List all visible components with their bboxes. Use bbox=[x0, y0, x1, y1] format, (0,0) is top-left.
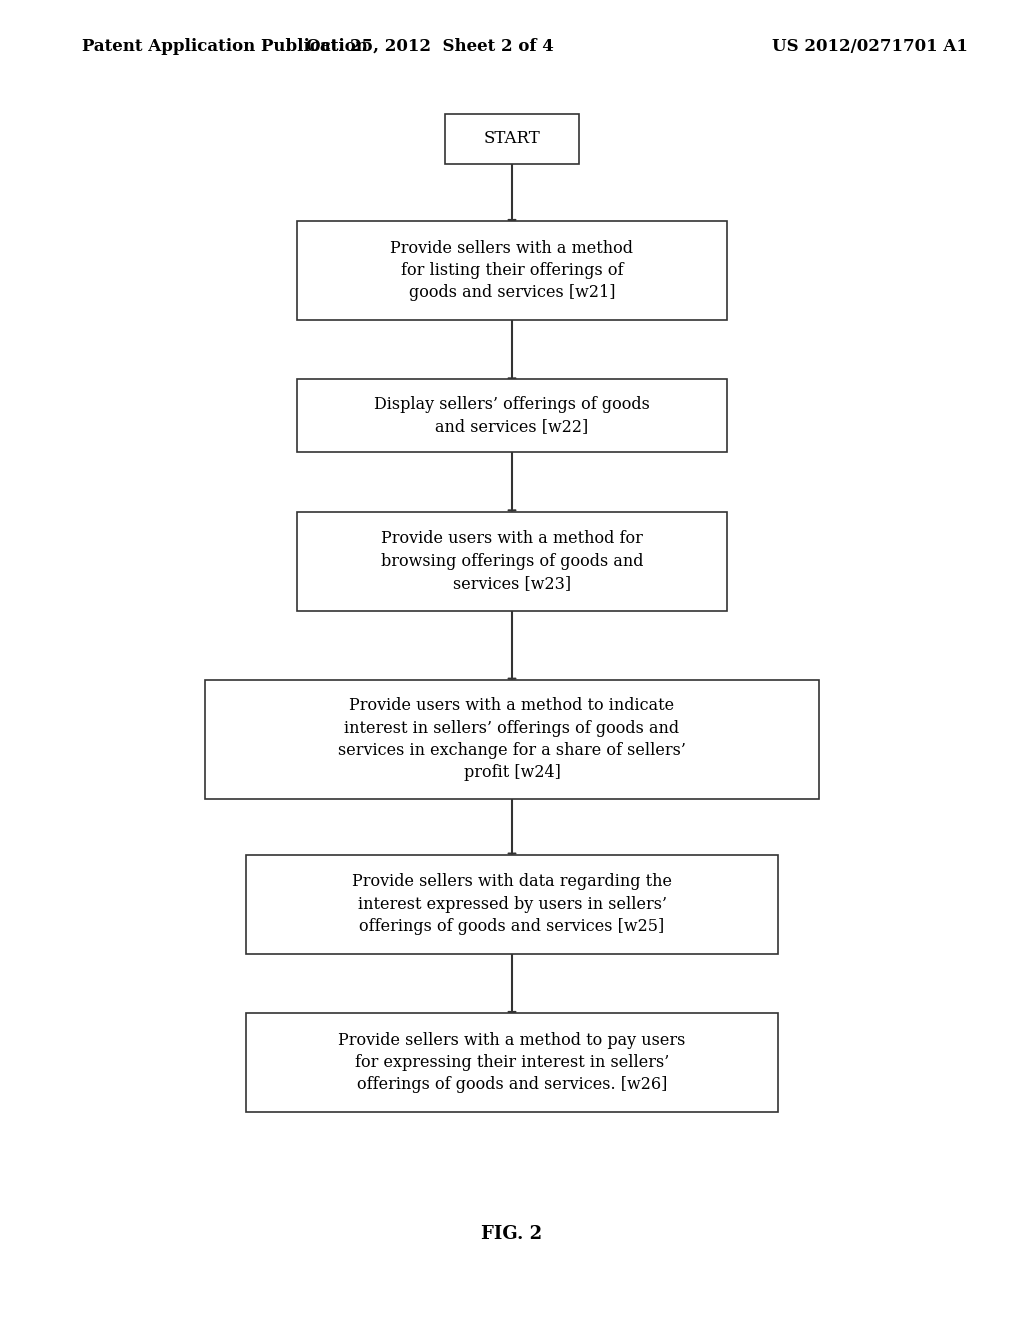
Text: Provide sellers with data regarding the
interest expressed by users in sellers’
: Provide sellers with data regarding the … bbox=[352, 874, 672, 935]
FancyBboxPatch shape bbox=[246, 1014, 778, 1111]
Text: Display sellers’ offerings of goods
and services [w22]: Display sellers’ offerings of goods and … bbox=[374, 396, 650, 436]
FancyBboxPatch shape bbox=[297, 379, 727, 451]
Text: Provide sellers with a method
for listing their offerings of
goods and services : Provide sellers with a method for listin… bbox=[390, 240, 634, 301]
FancyBboxPatch shape bbox=[297, 512, 727, 610]
Text: START: START bbox=[483, 131, 541, 147]
Text: Patent Application Publication: Patent Application Publication bbox=[82, 38, 368, 54]
FancyBboxPatch shape bbox=[205, 680, 819, 799]
Text: US 2012/0271701 A1: US 2012/0271701 A1 bbox=[772, 38, 969, 54]
Text: Provide sellers with a method to pay users
for expressing their interest in sell: Provide sellers with a method to pay use… bbox=[338, 1032, 686, 1093]
FancyBboxPatch shape bbox=[445, 114, 579, 164]
Text: Oct. 25, 2012  Sheet 2 of 4: Oct. 25, 2012 Sheet 2 of 4 bbox=[306, 38, 554, 54]
FancyBboxPatch shape bbox=[297, 220, 727, 319]
Text: FIG. 2: FIG. 2 bbox=[481, 1225, 543, 1243]
FancyBboxPatch shape bbox=[246, 855, 778, 953]
Text: Provide users with a method for
browsing offerings of goods and
services [w23]: Provide users with a method for browsing… bbox=[381, 531, 643, 591]
Text: Provide users with a method to indicate
interest in sellers’ offerings of goods : Provide users with a method to indicate … bbox=[338, 697, 686, 781]
